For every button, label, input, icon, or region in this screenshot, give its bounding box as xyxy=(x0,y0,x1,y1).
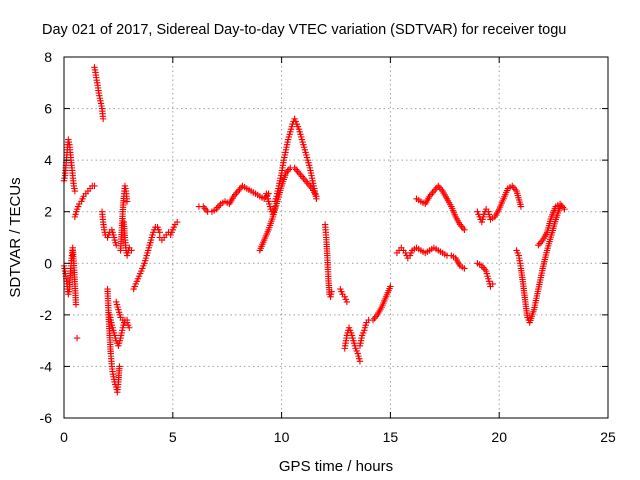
axis-ticks xyxy=(63,56,609,419)
data-point xyxy=(123,198,131,205)
y-axis-label: SDTVAR / TECUs xyxy=(7,177,24,297)
y-tick-label: 0 xyxy=(44,255,52,271)
data-point xyxy=(99,115,107,123)
y-tick-label: 2 xyxy=(44,204,52,220)
series-rise-14 xyxy=(356,283,394,349)
data-point xyxy=(173,218,181,226)
data-point xyxy=(461,265,468,272)
series-early-upper xyxy=(60,136,79,195)
series-rise-a xyxy=(130,223,163,293)
series-early-lower xyxy=(60,244,80,308)
series-seg-15.5 xyxy=(393,244,468,272)
x-tick-label: 5 xyxy=(169,429,177,445)
data-point xyxy=(73,334,81,342)
x-tick-label: 15 xyxy=(383,429,399,445)
data-point xyxy=(343,298,351,306)
data-point xyxy=(489,280,496,288)
series-spike-b xyxy=(117,182,131,254)
data-point xyxy=(328,288,335,295)
series-bump-12.8 xyxy=(337,285,351,306)
data-series xyxy=(60,64,568,396)
data-point xyxy=(71,187,79,195)
series-seg-16.5 xyxy=(413,182,468,233)
x-tick-label: 0 xyxy=(60,429,68,445)
series-seg-5 xyxy=(156,218,181,244)
series-seg-19 xyxy=(474,182,525,226)
data-point xyxy=(126,324,133,331)
series-dip-b xyxy=(106,311,133,349)
tick-labels: 0 5 10 15 20 25 -6 -4 -2 0 2 4 6 8 xyxy=(40,49,616,445)
series-spike-c xyxy=(120,218,135,259)
y-tick-label: -2 xyxy=(40,307,53,323)
x-axis-label: GPS time / hours xyxy=(279,458,393,475)
data-point xyxy=(313,193,320,200)
data-point xyxy=(517,203,525,210)
series-band-a xyxy=(98,208,120,249)
data-point xyxy=(561,205,568,213)
y-tick-label: -4 xyxy=(40,358,53,374)
y-tick-label: 6 xyxy=(44,101,52,117)
series-lower-branch xyxy=(256,164,320,254)
series-seg-19-low xyxy=(474,260,496,290)
data-point xyxy=(128,247,135,254)
series-mid-band xyxy=(113,298,131,326)
chart-title: Day 021 of 2017, Sidereal Day-to-day VTE… xyxy=(42,22,566,38)
series-high-spike xyxy=(91,64,107,123)
data-point xyxy=(113,242,120,249)
grid xyxy=(64,57,608,418)
series-early-outlier xyxy=(73,334,81,342)
x-tick-label: 25 xyxy=(600,429,616,445)
data-point xyxy=(461,226,468,233)
series-dip-13 xyxy=(341,324,364,365)
series-rise-to-3 xyxy=(71,182,98,221)
data-point xyxy=(91,182,98,190)
series-seg-20.8 xyxy=(513,203,564,326)
data-point xyxy=(72,301,80,308)
series-seg-22.5 xyxy=(535,200,568,249)
x-tick-label: 10 xyxy=(274,429,290,445)
plot-frame xyxy=(63,56,609,419)
series-seg-6 xyxy=(195,182,272,215)
data-point xyxy=(116,363,123,370)
x-tick-label: 20 xyxy=(491,429,507,445)
y-tick-label: 8 xyxy=(44,49,52,65)
series-fall-upper xyxy=(293,120,320,203)
data-point xyxy=(387,283,394,290)
data-point xyxy=(123,316,131,324)
data-point xyxy=(356,358,364,365)
y-tick-label: 4 xyxy=(44,152,52,168)
y-tick-label: -6 xyxy=(40,410,53,426)
series-drop-12 xyxy=(321,221,335,301)
